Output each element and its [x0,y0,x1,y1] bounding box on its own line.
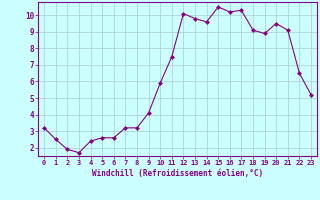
X-axis label: Windchill (Refroidissement éolien,°C): Windchill (Refroidissement éolien,°C) [92,169,263,178]
